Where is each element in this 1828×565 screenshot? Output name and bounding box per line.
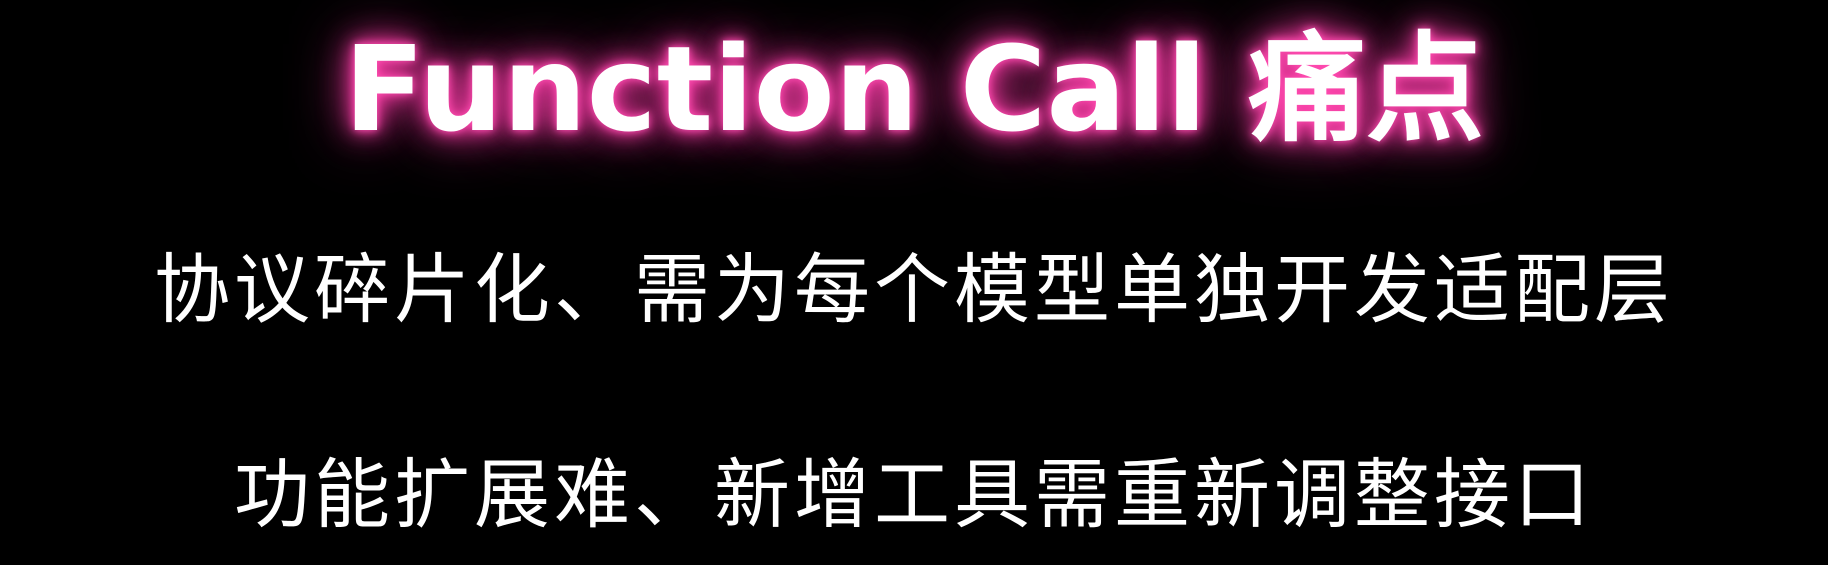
pain-point-protocol-fragmentation: 协议碎片化、需为每个模型单独开发适配层 <box>154 245 1674 334</box>
pain-point-extension-difficulty: 功能扩展难、新增工具需重新调整接口 <box>234 450 1594 539</box>
slide-title: Function Call 痛点 <box>344 20 1484 158</box>
